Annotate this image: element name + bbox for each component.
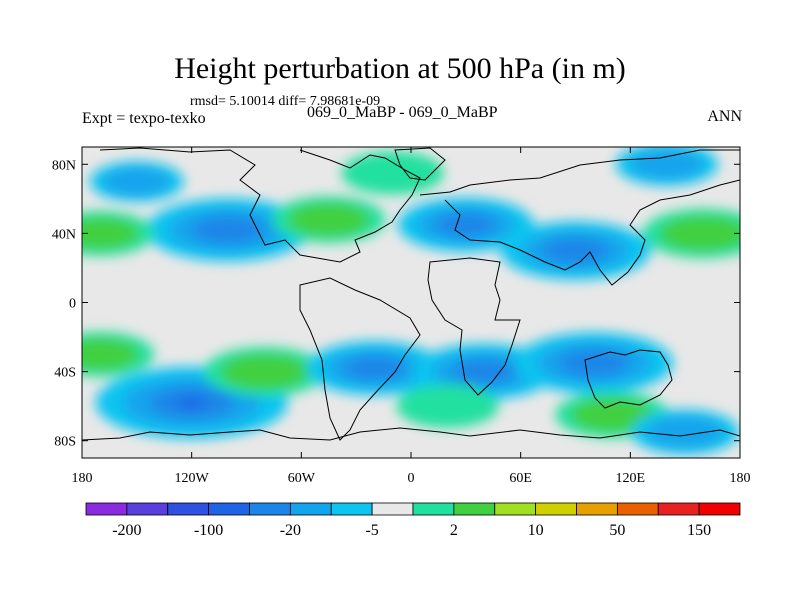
y-tick-label: 40S — [54, 366, 76, 381]
x-tick-label: 120E — [616, 471, 646, 486]
colorbar-label: 2 — [450, 522, 458, 539]
coastlines — [82, 147, 740, 441]
chart-title: Height perturbation at 500 hPa (in m) — [174, 52, 626, 85]
anomaly-blob — [341, 151, 444, 195]
coastline-australia — [584, 349, 673, 409]
anomaly-contour — [571, 397, 653, 432]
colorbar-label: -20 — [280, 522, 301, 539]
coastline-north-america — [99, 147, 421, 263]
x-tick-label: 60E — [509, 471, 532, 486]
colorbar-swatch — [167, 502, 210, 516]
anomaly-field — [82, 147, 740, 455]
anomaly-contour — [542, 237, 609, 264]
colorbar-swatch — [616, 502, 659, 516]
colorbar-label: 150 — [687, 522, 711, 539]
season-label: ANN — [707, 108, 742, 125]
anomaly-blob — [89, 161, 184, 202]
colorbar-label: -200 — [112, 522, 141, 539]
colorbar-swatch — [330, 502, 373, 516]
case-label: 069_0_MaBP - 069_0_MaBP — [307, 104, 498, 121]
coastline-south-america — [299, 277, 421, 441]
colorbar-swatch — [249, 502, 291, 516]
y-tick-label: 40N — [52, 227, 76, 242]
anomaly-contour — [220, 353, 309, 390]
colorbar-swatch — [535, 502, 577, 516]
anomaly-contour — [82, 338, 140, 371]
coastline-antarctica — [82, 427, 740, 441]
anomaly-blob — [615, 147, 719, 186]
colorbar-swatch — [289, 502, 332, 516]
colorbar-swatch — [126, 502, 169, 516]
y-tick-label: 80N — [52, 158, 76, 173]
anomaly-contour — [435, 212, 496, 237]
y-tick-label: 0 — [69, 297, 76, 312]
x-tick-label: 0 — [408, 471, 415, 486]
anomaly-blob — [146, 198, 311, 262]
experiment-label: Expt = texpo-texko — [82, 110, 206, 127]
anomaly-blob — [631, 409, 740, 455]
anomaly-contour — [102, 166, 171, 197]
colorbar-swatch — [208, 502, 250, 516]
anomaly-blob — [82, 210, 155, 256]
anomaly-blob — [396, 384, 499, 428]
colorbar-swatch — [657, 502, 700, 516]
colorbar-swatch — [371, 502, 414, 516]
anomaly-blob — [82, 331, 155, 377]
anomaly-contour — [287, 202, 370, 237]
anomaly-contour — [344, 356, 405, 381]
coastline-eurasia — [419, 149, 740, 286]
colorbar-label: -100 — [194, 522, 223, 539]
anomaly-contour — [396, 384, 499, 428]
colorbar-swatch — [698, 502, 741, 516]
anomaly-blob — [271, 196, 386, 243]
x-tick-label: 120W — [175, 471, 210, 486]
x-tick-label: 180 — [72, 471, 93, 486]
colorbar: -200 -100 -20 -5 2 10 50 150 — [85, 502, 741, 539]
anomaly-blob — [203, 346, 326, 397]
colorbar-swatch — [453, 502, 496, 516]
colorbar-swatch — [85, 502, 128, 516]
anomaly-contour — [341, 151, 444, 195]
anomaly-contour — [192, 216, 265, 244]
anomaly-blob — [514, 332, 673, 394]
colorbar-swatch — [412, 502, 455, 516]
anomaly-blob — [397, 197, 534, 252]
colorbar-swatch — [494, 502, 537, 516]
x-tick-label: 180 — [730, 471, 751, 486]
stats-label: rmsd= 5.10014 diff= 7.98681e-09 — [190, 94, 381, 109]
colorbar-label: -5 — [365, 522, 378, 539]
colorbar-label: 10 — [528, 522, 544, 539]
anomaly-contour — [176, 396, 208, 409]
anomaly-contour — [558, 349, 629, 377]
anomaly-contour — [646, 415, 725, 449]
colorbar-swatch — [576, 502, 618, 516]
anomaly-blob — [306, 341, 443, 396]
coastline-greenland — [394, 147, 446, 181]
anomaly-contour — [452, 359, 516, 384]
anomaly-contour — [659, 215, 740, 252]
colorbar-label: 50 — [609, 522, 625, 539]
plot-area — [82, 147, 740, 458]
y-tick-label: 80S — [54, 435, 76, 450]
anomaly-contour — [630, 148, 704, 180]
anomaly-contour — [82, 217, 140, 250]
coastline-africa — [427, 257, 521, 396]
anomaly-blob — [500, 221, 651, 280]
axes: 180 120W 60W 0 60E 120E 180 80N 40N 0 40S 80S — [52, 147, 751, 486]
x-tick-label: 60W — [288, 471, 316, 486]
anomaly-blob — [642, 208, 740, 259]
